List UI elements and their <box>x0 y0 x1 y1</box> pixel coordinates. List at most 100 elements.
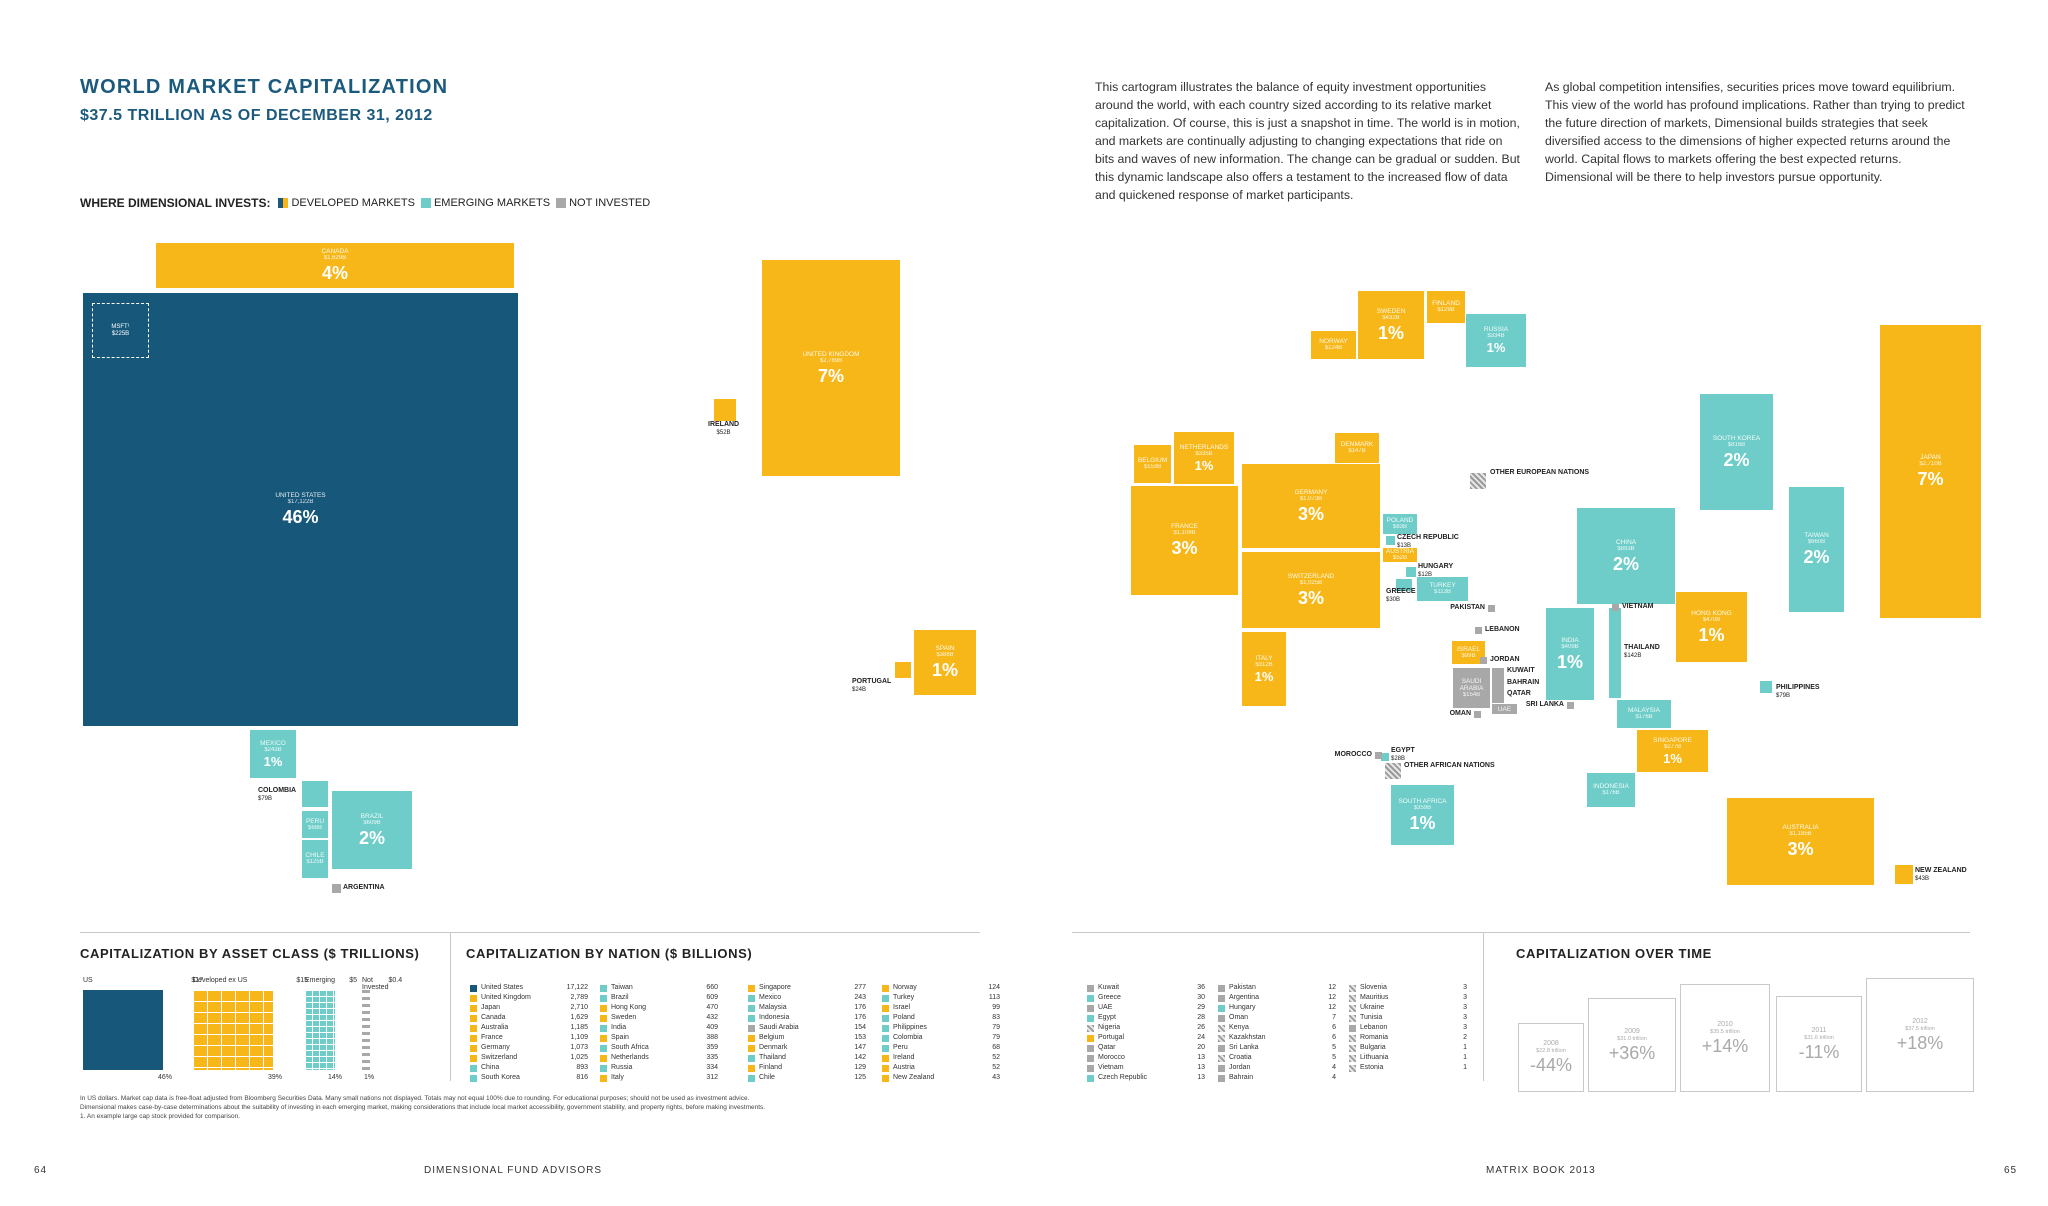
footnote-3: 1. An example large cap stock provided f… <box>80 1113 241 1120</box>
nation-value: 124 <box>988 984 1000 991</box>
nation-swatch <box>600 984 607 992</box>
nation-value: 335 <box>706 1054 718 1061</box>
country-name: BRAZIL <box>360 812 384 820</box>
nation-value: 3 <box>1463 1004 1467 1011</box>
asset-value: $5 <box>349 977 357 984</box>
asset-class-heading: CAPITALIZATION BY ASSET CLASS ($ TRILLIO… <box>80 946 420 961</box>
nation-swatch <box>1087 1014 1094 1022</box>
nation-name: Kuwait <box>1098 984 1120 991</box>
year-total: $31.6 trillion <box>1804 1034 1834 1041</box>
nation-value: 2,789 <box>570 994 588 1001</box>
asset-value: $15 <box>296 977 308 984</box>
nation-swatch <box>1349 1054 1356 1062</box>
country-finland: FINLAND $129B <box>1427 291 1465 323</box>
nation-value: 36 <box>1197 984 1205 991</box>
country-percent: 3% <box>1171 538 1198 558</box>
nation-value: 3 <box>1463 984 1467 991</box>
footnotes: In US dollars. Market cap data is free-f… <box>80 1094 980 1121</box>
year-total: $37.5 trillion <box>1905 1025 1935 1032</box>
msft-value: $225B <box>111 331 130 337</box>
nation-name: Turkey <box>893 994 915 1001</box>
nation-row: France 1,109 <box>470 1033 588 1043</box>
country-value: $13B <box>1397 543 1412 549</box>
year-total: $22.8 trillion <box>1536 1048 1566 1054</box>
nation-name: Bahrain <box>1229 1074 1254 1081</box>
nation-name: Japan <box>481 1004 501 1011</box>
nation-name: Vietnam <box>1098 1064 1124 1071</box>
market-label: OTHER AFRICAN NATIONS <box>1404 762 1495 769</box>
nation-name: Malaysia <box>759 1004 787 1011</box>
nation-swatch <box>1218 984 1225 992</box>
market-other-african-nations <box>1385 763 1401 779</box>
country-germany: GERMANY $1,073B 3% <box>1242 464 1380 548</box>
country-value: $816B <box>1727 441 1746 448</box>
asset-name: US <box>83 977 93 984</box>
nation-value: 26 <box>1197 1024 1205 1031</box>
nation-value: 28 <box>1197 1014 1205 1021</box>
country-name: NORWAY <box>1319 338 1348 345</box>
over-time-heading: CAPITALIZATION OVER TIME <box>1516 946 1712 961</box>
nation-swatch <box>1087 1074 1094 1082</box>
nation-swatch <box>600 994 607 1002</box>
country-percent: 1% <box>931 660 958 680</box>
nation-swatch <box>882 984 889 992</box>
country-value: $79B <box>1776 693 1791 699</box>
footnote-1: In US dollars. Market cap data is free-f… <box>80 1095 750 1102</box>
country-name: AUSTRALIA <box>1782 824 1819 831</box>
nation-name: United Kingdom <box>481 994 531 1001</box>
nation-swatch <box>600 1044 607 1052</box>
country-sweden: SWEDEN $432B 1% <box>1358 291 1424 359</box>
country-philippines <box>1760 681 1772 693</box>
nation-row: UAE 29 <box>1087 1003 1205 1013</box>
country-name: JAPAN <box>1920 454 1941 461</box>
nation-name: Canada <box>481 1014 506 1021</box>
country-value: $335B <box>1195 450 1213 457</box>
nation-row: South Africa 359 <box>600 1043 718 1053</box>
nation-name: Nigeria <box>1098 1024 1121 1031</box>
nation-row: Turkey 113 <box>882 993 1000 1003</box>
nation-name: Russia <box>611 1064 633 1071</box>
country-value: $68B <box>307 824 322 831</box>
country-new-zealand <box>1895 865 1913 884</box>
nation-row: Argentina 12 <box>1218 993 1336 1003</box>
country-thailand <box>1609 608 1621 698</box>
nation-swatch <box>882 1034 889 1042</box>
nation-name: Philippines <box>893 1024 927 1031</box>
nation-value: 609 <box>706 994 718 1001</box>
nation-row: Hungary 12 <box>1218 1003 1336 1013</box>
nation-value: 52 <box>992 1064 1000 1071</box>
nation-value: 4 <box>1332 1074 1336 1081</box>
country-value: $17,122B <box>287 499 314 505</box>
nation-row: Romania 2 <box>1349 1033 1467 1043</box>
nation-swatch <box>1349 984 1356 992</box>
market-vietnam <box>1612 604 1619 611</box>
nation-value: 17,122 <box>566 984 588 991</box>
market-label: QATAR <box>1507 690 1531 697</box>
country-france: FRANCE $1,109B 3% <box>1131 486 1238 595</box>
legend-title: WHERE DIMENSIONAL INVESTS: <box>80 196 271 210</box>
nation-value: 1,629 <box>570 1014 588 1021</box>
nation-row: Pakistan 12 <box>1218 983 1336 993</box>
nation-value: 176 <box>854 1004 866 1011</box>
country-mexico: MEXICO $243B 1% <box>250 730 296 778</box>
market-label: KUWAIT <box>1507 667 1535 674</box>
legend-label-developed: DEVELOPED MARKETS <box>291 197 415 209</box>
nation-swatch <box>600 1004 607 1012</box>
nation-value: 83 <box>992 1014 1000 1021</box>
country-italy: ITALY $312B 1% <box>1242 632 1286 706</box>
country-portugal <box>895 662 911 678</box>
nation-swatch <box>1087 1054 1094 1062</box>
nation-row: Slovenia 3 <box>1349 983 1467 993</box>
country-name: DENMARK <box>1340 441 1374 448</box>
country-chile: CHILE $125B <box>302 840 328 878</box>
country-value: $113B <box>1434 589 1451 595</box>
nation-value: 4 <box>1332 1064 1336 1071</box>
nation-swatch <box>748 1044 755 1052</box>
intro-paragraph-1: This cartogram illustrates the balance o… <box>1095 80 1520 202</box>
nation-row: Croatia 5 <box>1218 1053 1336 1063</box>
nation-value: 388 <box>706 1034 718 1041</box>
nation-value: 2,710 <box>570 1004 588 1011</box>
nation-row: Italy 312 <box>600 1073 718 1083</box>
nation-row: Netherlands 335 <box>600 1053 718 1063</box>
nation-swatch <box>1218 1004 1225 1012</box>
